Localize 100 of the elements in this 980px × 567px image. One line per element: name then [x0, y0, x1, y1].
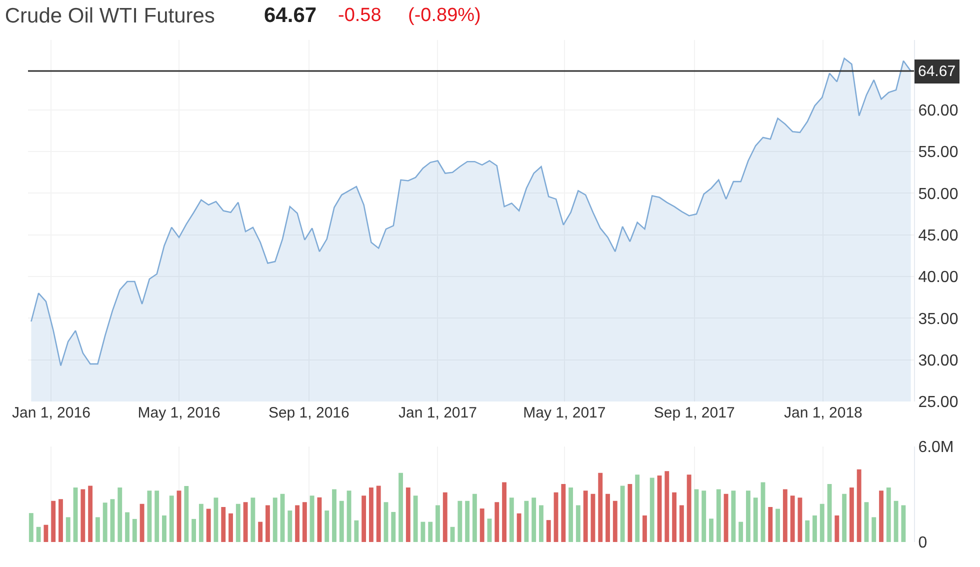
bar [576, 505, 580, 542]
bar [472, 494, 477, 542]
bar [620, 486, 625, 542]
bar [834, 515, 840, 542]
bar [628, 484, 632, 542]
bar [568, 487, 574, 542]
bar [716, 489, 721, 542]
bar [657, 476, 662, 542]
bar [598, 472, 603, 542]
bar [879, 490, 884, 542]
bar [612, 500, 618, 542]
bar [805, 520, 810, 542]
bar [162, 515, 166, 542]
x-tick-label: May 1, 2016 [138, 404, 220, 422]
bar [872, 517, 876, 542]
bar [154, 490, 160, 542]
bar [664, 471, 670, 542]
bar [73, 487, 78, 542]
text: (-0.89%) [408, 5, 481, 26]
bar [532, 498, 536, 542]
bar [368, 487, 374, 542]
bar [118, 487, 122, 542]
bar [886, 487, 891, 542]
bar [125, 512, 130, 542]
y-tick-label: 0 [918, 534, 928, 552]
chart-title: Crude Oil WTI Futures [4, 4, 215, 28]
bar [243, 502, 248, 542]
bar [820, 504, 824, 542]
bar [642, 515, 647, 542]
y-tick-label: 45.00 [918, 227, 958, 244]
bar [272, 498, 278, 542]
bar [524, 500, 529, 542]
bar [406, 487, 410, 542]
bar [679, 505, 684, 542]
bar [635, 474, 640, 542]
y-tick-label: 55.00 [918, 144, 958, 162]
bar [310, 496, 314, 542]
bar [546, 520, 551, 542]
bar [561, 484, 566, 542]
bar [44, 524, 48, 542]
bar [384, 502, 388, 542]
bar [354, 520, 359, 542]
bar [724, 494, 728, 542]
x-tick-label: Sep 1, 2017 [654, 404, 735, 422]
bar [140, 504, 144, 542]
bar [650, 478, 654, 542]
bar [894, 500, 898, 542]
bar [302, 502, 307, 542]
bar [317, 497, 322, 542]
bar [901, 505, 906, 542]
y-tick-label: 30.00 [918, 352, 958, 370]
bar [827, 484, 832, 542]
bar [280, 494, 285, 542]
bar [295, 505, 300, 542]
bar [391, 512, 396, 542]
bar [746, 490, 750, 542]
bar [760, 482, 766, 542]
bar [110, 499, 115, 542]
bar [782, 489, 788, 542]
bar [442, 492, 448, 542]
x-tick-label: Jan 1, 2018 [784, 404, 862, 422]
bar [80, 489, 86, 542]
bar [102, 502, 108, 542]
bar [147, 490, 152, 542]
y-tick-label: 35.00 [918, 310, 958, 328]
bar [36, 526, 41, 542]
text: 64.67 [264, 4, 317, 27]
bar [413, 496, 418, 542]
bar [494, 502, 500, 542]
bar [266, 505, 270, 542]
bar [502, 482, 506, 542]
bar [221, 507, 226, 542]
bar [192, 518, 196, 542]
bar [768, 507, 773, 542]
bar [450, 526, 455, 542]
bar [132, 518, 137, 542]
bar [169, 496, 174, 542]
bar [731, 490, 736, 542]
bar [738, 522, 744, 542]
bar [228, 513, 233, 542]
bar [554, 492, 558, 542]
bar [487, 518, 492, 542]
bar [864, 502, 869, 542]
bar [376, 486, 381, 542]
bar [288, 510, 292, 542]
text: -0.58 [338, 5, 382, 26]
bar [206, 508, 211, 542]
bar [66, 517, 70, 542]
x-tick-label: Sep 1, 2016 [268, 404, 350, 422]
bar [790, 496, 795, 542]
x-tick-label: Jan 1, 2016 [12, 404, 90, 422]
y-tick-label: 50.00 [918, 186, 958, 203]
bar [458, 500, 462, 542]
bar [420, 522, 426, 542]
bar [51, 500, 56, 542]
bar [198, 504, 204, 542]
bar [539, 505, 544, 542]
y-tick-label: 60.00 [918, 102, 958, 120]
bar [694, 489, 699, 542]
bar [842, 494, 847, 542]
